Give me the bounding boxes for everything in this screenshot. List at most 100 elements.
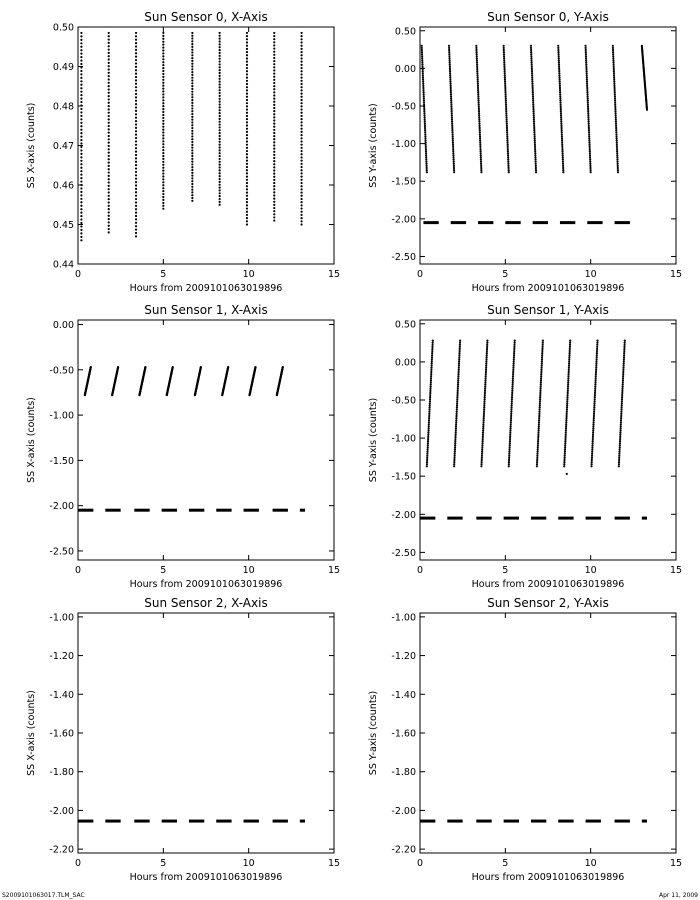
data-point xyxy=(611,44,614,47)
data-point xyxy=(513,347,516,351)
data-point xyxy=(449,84,452,87)
y-tick-label: -1.00 xyxy=(391,612,416,623)
data-point xyxy=(620,406,623,409)
data-point xyxy=(273,94,276,97)
data-point xyxy=(567,362,571,365)
data-point xyxy=(218,77,221,80)
data-point xyxy=(509,423,512,426)
data-point xyxy=(621,387,624,390)
data-point xyxy=(503,65,506,68)
data-point xyxy=(134,92,138,96)
data-point xyxy=(564,440,567,443)
data-point xyxy=(423,116,426,119)
data-point xyxy=(423,103,426,106)
data-point xyxy=(273,75,276,78)
data-point xyxy=(505,126,509,130)
data-point xyxy=(506,152,510,155)
data-point xyxy=(567,381,570,384)
data-point xyxy=(245,86,249,89)
data-point xyxy=(191,135,194,138)
data-point xyxy=(504,101,508,104)
data-point xyxy=(107,158,110,161)
data-point xyxy=(162,166,165,169)
data-point xyxy=(191,154,194,158)
data-point xyxy=(595,368,598,371)
data-point xyxy=(300,137,303,140)
data-point xyxy=(506,141,509,144)
data-point xyxy=(561,145,564,149)
data-point xyxy=(80,125,83,128)
data-point xyxy=(503,63,506,66)
data-point xyxy=(273,181,276,185)
data-point xyxy=(557,46,560,50)
data-point xyxy=(616,164,619,167)
data-point xyxy=(245,134,249,137)
data-point xyxy=(531,78,534,81)
data-point xyxy=(559,93,562,96)
data-point xyxy=(479,160,483,163)
data-point xyxy=(162,190,165,193)
data-point xyxy=(134,42,138,45)
data-point xyxy=(273,116,276,119)
data-point xyxy=(538,417,541,420)
data-point xyxy=(427,437,430,441)
data-point xyxy=(273,163,276,166)
data-point xyxy=(508,456,511,459)
data-point xyxy=(477,91,480,94)
data-point xyxy=(587,131,591,134)
data-point xyxy=(562,166,565,170)
data-point xyxy=(565,410,568,413)
data-point xyxy=(134,86,138,89)
data-point xyxy=(191,121,194,124)
data-point xyxy=(449,78,452,81)
data-point xyxy=(107,204,110,207)
data-point xyxy=(107,108,110,111)
data-point xyxy=(300,194,303,197)
data-point xyxy=(245,210,249,213)
data-point xyxy=(534,166,537,170)
data-point xyxy=(587,112,590,115)
data-point xyxy=(431,349,434,353)
y-tick-label: 0.00 xyxy=(53,320,74,331)
data-point xyxy=(80,159,83,162)
data-point xyxy=(134,140,138,143)
data-point xyxy=(589,158,592,161)
data-point xyxy=(457,381,460,384)
y-axis-label: SS X-axis (counts) xyxy=(26,690,37,776)
data-point xyxy=(450,103,453,106)
data-point xyxy=(451,126,454,130)
data-point xyxy=(621,393,624,397)
data-point xyxy=(482,425,485,428)
data-point xyxy=(594,375,597,378)
data-point xyxy=(134,235,138,238)
data-point xyxy=(503,72,506,75)
data-point xyxy=(300,159,303,162)
data-point xyxy=(423,112,426,115)
plot-frame xyxy=(419,319,677,561)
data-point xyxy=(453,458,456,462)
data-point xyxy=(218,60,221,63)
data-point xyxy=(534,158,537,161)
data-point xyxy=(530,51,533,54)
y-tick-label: -1.80 xyxy=(391,767,416,778)
data-point xyxy=(245,105,249,108)
data-point xyxy=(587,124,590,127)
data-point xyxy=(611,48,615,52)
data-point xyxy=(615,145,619,149)
data-point xyxy=(245,118,249,121)
data-point xyxy=(449,86,452,90)
data-point xyxy=(482,427,485,430)
data-point xyxy=(480,171,483,174)
data-point xyxy=(80,118,83,121)
data-point xyxy=(300,204,303,207)
data-point xyxy=(162,131,165,134)
data-point xyxy=(300,35,303,38)
plot-frame xyxy=(419,26,677,265)
data-point xyxy=(477,105,480,108)
data-point xyxy=(620,402,623,405)
data-point xyxy=(536,442,540,445)
data-point xyxy=(453,465,456,468)
data-point xyxy=(486,341,489,344)
data-point xyxy=(448,59,451,62)
